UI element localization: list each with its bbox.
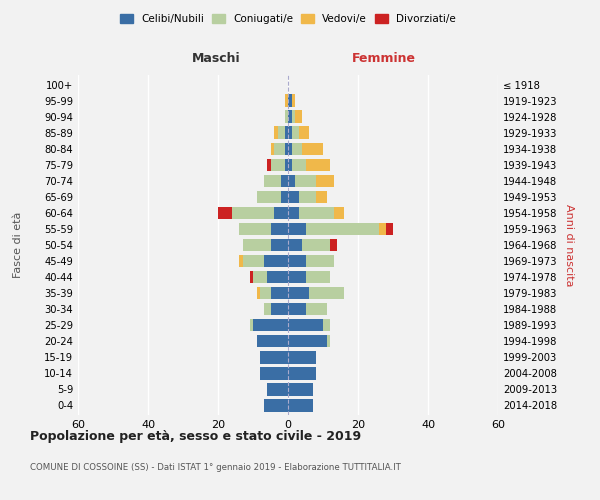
Bar [281,174,288,187]
Bar [257,335,288,347]
Bar [288,206,299,219]
Bar [288,222,305,235]
Bar [281,190,288,203]
Bar [263,399,288,411]
Bar [257,287,260,300]
Bar [292,94,295,107]
Bar [309,287,344,300]
Bar [330,238,337,252]
Bar [305,158,330,171]
Bar [253,319,288,332]
Bar [316,190,326,203]
Bar [260,287,271,300]
Bar [277,126,284,139]
Bar [288,238,302,252]
Bar [260,351,288,364]
Bar [295,110,302,123]
Y-axis label: Anni di nascita: Anni di nascita [564,204,574,286]
Bar [288,271,305,283]
Bar [299,126,309,139]
Bar [271,142,274,155]
Bar [242,238,271,252]
Bar [288,351,316,364]
Bar [253,271,267,283]
Bar [284,142,288,155]
Bar [242,255,263,268]
Bar [288,255,305,268]
Bar [288,126,292,139]
Bar [274,206,288,219]
Bar [288,158,292,171]
Bar [284,126,288,139]
Legend: Celibi/Nubili, Coniugati/e, Vedovi/e, Divorziati/e: Celibi/Nubili, Coniugati/e, Vedovi/e, Di… [116,10,460,29]
Bar [288,287,309,300]
Text: COMUNE DI COSSOINE (SS) - Dati ISTAT 1° gennaio 2019 - Elaborazione TUTTITALIA.I: COMUNE DI COSSOINE (SS) - Dati ISTAT 1° … [30,463,401,472]
Bar [292,158,305,171]
Bar [288,174,295,187]
Bar [257,190,281,203]
Bar [284,110,288,123]
Bar [302,238,330,252]
Bar [274,142,284,155]
Bar [288,110,292,123]
Bar [232,206,274,219]
Bar [305,222,379,235]
Bar [292,142,302,155]
Bar [250,319,253,332]
Bar [218,206,232,219]
Bar [239,222,271,235]
Text: Maschi: Maschi [191,52,241,65]
Bar [260,367,288,380]
Bar [250,271,253,283]
Bar [292,126,299,139]
Bar [288,94,292,107]
Bar [288,399,313,411]
Text: Popolazione per età, sesso e stato civile - 2019: Popolazione per età, sesso e stato civil… [30,430,361,443]
Bar [305,271,330,283]
Bar [263,303,271,316]
Bar [386,222,393,235]
Bar [305,303,326,316]
Text: Femmine: Femmine [352,52,416,65]
Bar [267,158,271,171]
Bar [334,206,344,219]
Bar [284,158,288,171]
Bar [284,94,288,107]
Bar [305,255,334,268]
Bar [271,303,288,316]
Bar [323,319,330,332]
Bar [299,190,316,203]
Bar [326,335,330,347]
Bar [239,255,242,268]
Bar [271,287,288,300]
Bar [288,190,299,203]
Bar [288,142,292,155]
Text: Fasce di età: Fasce di età [13,212,23,278]
Bar [263,174,281,187]
Bar [267,271,288,283]
Bar [288,367,316,380]
Bar [379,222,386,235]
Bar [267,383,288,396]
Bar [299,206,334,219]
Bar [263,255,288,268]
Bar [292,110,295,123]
Bar [288,303,305,316]
Bar [274,126,277,139]
Bar [302,142,323,155]
Bar [316,174,334,187]
Bar [288,319,323,332]
Bar [271,158,284,171]
Bar [288,383,313,396]
Bar [271,238,288,252]
Bar [295,174,316,187]
Bar [271,222,288,235]
Bar [288,335,326,347]
